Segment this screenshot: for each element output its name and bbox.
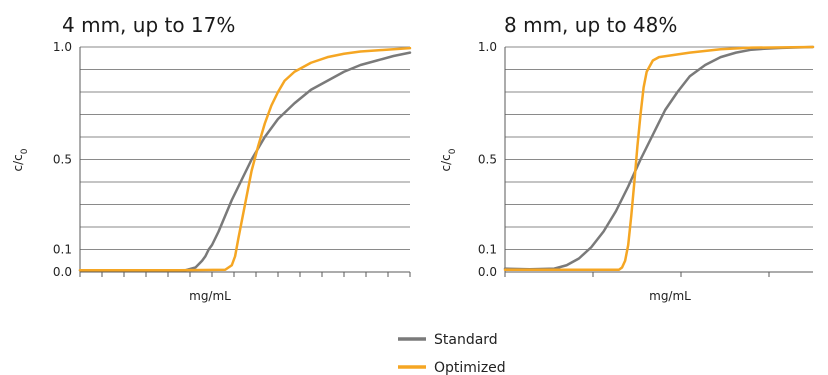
y-axis-label-main: c/c (11, 154, 25, 171)
series-line-optimized (78, 46, 412, 272)
gridlines (505, 46, 813, 250)
series-lines (78, 46, 412, 272)
x-ticks (79, 272, 411, 277)
chart-title: 4 mm, up to 17% (62, 13, 235, 37)
y-tick-label: 1.0 (53, 40, 72, 54)
legend-item-standard: Standard (398, 332, 498, 348)
y-tick-label: 0.1 (53, 243, 72, 257)
y-tick-label: 0.5 (53, 153, 72, 167)
legend: Standard Optimized (398, 332, 506, 375)
y-tick-labels: 0.0 0.1 0.5 1.0 (53, 40, 72, 279)
y-tick-label: 0.0 (53, 265, 72, 279)
y-tick-labels: 0.0 0.1 0.5 1.0 (478, 40, 497, 279)
chart-title: 8 mm, up to 48% (504, 13, 677, 37)
y-tick-label: 1.0 (478, 40, 497, 54)
y-tick-label: 0.0 (478, 265, 497, 279)
chart-4mm: 4 mm, up to 17% 0.0 0.1 0.5 1.0 mg/mL c/c0 (11, 13, 412, 303)
series-lines (503, 45, 815, 271)
gridlines (80, 46, 410, 250)
series-line-standard (503, 45, 815, 271)
y-axis-label-sub: 0 (448, 148, 458, 154)
y-axis-label-sub: 0 (20, 148, 30, 154)
legend-label-standard: Standard (434, 332, 498, 348)
y-axis-label-main: c/c (439, 154, 453, 171)
legend-item-optimized: Optimized (398, 360, 506, 375)
x-axis-label: mg/mL (189, 289, 231, 303)
y-axis-label: c/c0 (11, 148, 30, 171)
series-line-standard (78, 51, 412, 272)
y-axis-label: c/c0 (439, 148, 458, 171)
series-line-optimized (503, 45, 815, 271)
x-ticks (504, 272, 770, 277)
chart-8mm: 8 mm, up to 48% 0.0 0.1 0.5 1.0 mg/mL c/c0 (439, 13, 815, 303)
y-tick-label: 0.1 (478, 243, 497, 257)
y-tick-label: 0.5 (478, 153, 497, 167)
x-axis-label: mg/mL (649, 289, 691, 303)
legend-label-optimized: Optimized (434, 360, 506, 375)
